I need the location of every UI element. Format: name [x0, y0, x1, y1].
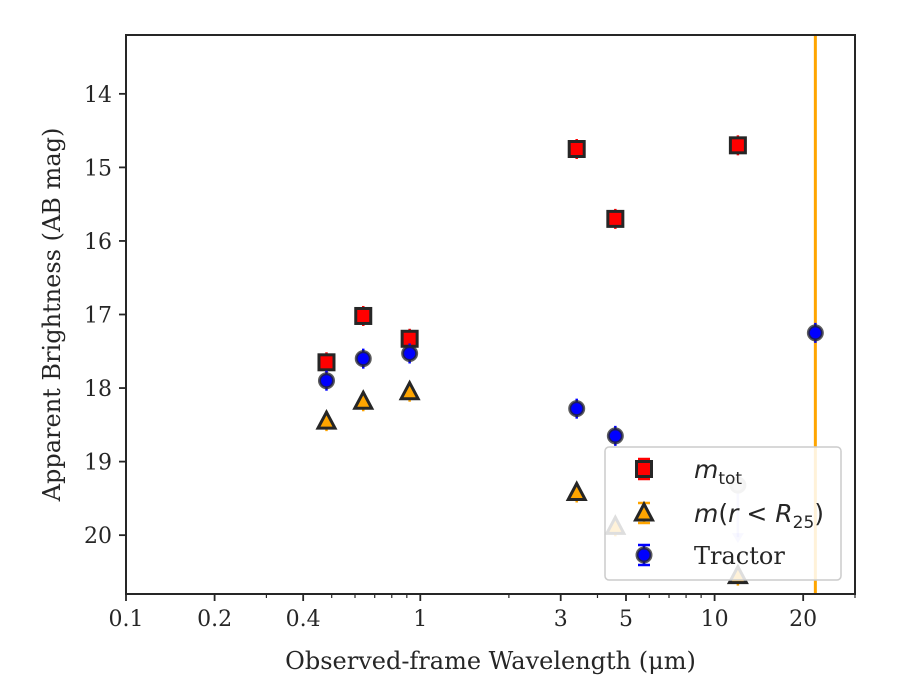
x-tick-label: 0.4 [286, 607, 321, 632]
x-tick-label: 10 [701, 607, 729, 632]
x-tick-label: 5 [619, 607, 633, 632]
data-point [568, 400, 586, 418]
data-point [606, 209, 625, 228]
legend-label: mtot [694, 455, 742, 489]
data-point [567, 140, 586, 159]
legend-marker [635, 546, 653, 564]
y-tick-label: 20 [84, 524, 112, 549]
y-tick-label: 15 [84, 156, 112, 181]
data-point [728, 136, 747, 155]
legend-label: m(r < R25) [694, 499, 824, 533]
data-point [606, 427, 624, 445]
data-point [565, 480, 588, 501]
data-point [398, 379, 421, 401]
x-tick-label: 0.1 [109, 607, 144, 632]
series-square [317, 135, 747, 373]
x-tick-label: 1 [413, 607, 427, 632]
legend-marker [633, 500, 655, 522]
legend-entry: mtot [635, 455, 742, 489]
data-point [401, 344, 419, 362]
data-marks [315, 35, 824, 594]
y-tick-label: 17 [84, 304, 112, 329]
x-axis-label: Observed-frame Wavelength (μm) [285, 647, 696, 675]
legend: mtot m(r < R25) Tractor [604, 446, 842, 581]
data-point [352, 389, 375, 410]
legend-box [604, 446, 842, 581]
x-tick-label: 0.2 [197, 607, 232, 632]
y-axis-label: Apparent Brightness (AB mag) [38, 128, 66, 503]
y-tick-label: 18 [84, 377, 112, 402]
data-point [354, 350, 372, 368]
y-tick-label: 14 [84, 83, 112, 108]
data-point [806, 324, 824, 342]
x-tick-label: 3 [554, 607, 568, 632]
x-tick-label: 20 [789, 607, 817, 632]
legend-marker [635, 460, 653, 478]
legend-entry: m(r < R25) [633, 499, 824, 533]
data-point [317, 372, 335, 390]
data-point [315, 408, 338, 430]
y-tick-label: 16 [84, 230, 112, 255]
y-tick-label: 19 [84, 451, 112, 476]
legend-entry: Tractor [635, 542, 785, 570]
data-point [317, 353, 336, 372]
data-point [354, 306, 373, 325]
legend-label: Tractor [694, 542, 785, 570]
axes: 0.1 0.2 0.4 1 3 5 10 20 14 15 16 17 18 19 20 [84, 34, 856, 632]
